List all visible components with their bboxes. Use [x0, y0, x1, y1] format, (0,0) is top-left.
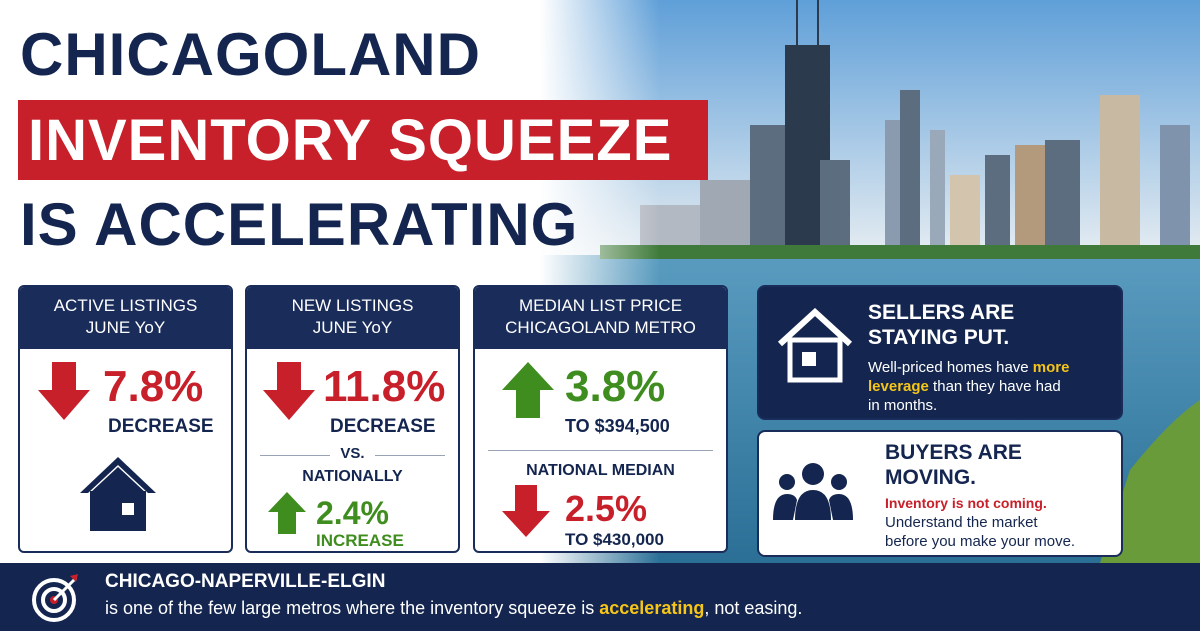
compare-label: INCREASE	[316, 531, 404, 550]
panel-text: before you make your move.	[885, 533, 1076, 550]
stat-value: 7.8%	[103, 362, 204, 411]
footer	[0, 563, 1200, 631]
panel-text: Well-priced homes have more	[868, 358, 1108, 377]
text: is one of the few large metros where the…	[105, 598, 600, 618]
title-line: INVENTORY SQUEEZE	[28, 108, 673, 173]
panel-text: Understand the market	[885, 514, 1038, 531]
down-arrow	[38, 362, 90, 420]
card-title: JUNE YoY	[85, 318, 166, 337]
panel-text: in months.	[868, 397, 938, 414]
card-header: NEW LISTINGS JUNE YoY	[247, 287, 458, 349]
compare-value: 2.4%	[316, 495, 389, 531]
footer-text: is one of the few large metros where the…	[105, 598, 802, 619]
stat-value: 11.8%	[323, 362, 446, 411]
panel-body: SELLERS ARE STAYING PUT. Well-priced hom…	[868, 300, 1108, 415]
info-panel	[757, 285, 1123, 420]
down-arrow	[263, 362, 315, 420]
house-icon	[777, 308, 853, 383]
highlight: more	[1032, 359, 1070, 376]
stat-label: DECREASE	[330, 416, 436, 437]
compare-title: NATIONAL MEDIAN	[526, 462, 675, 479]
panel-body: BUYERS ARE MOVING. Inventory is not comi…	[885, 440, 1115, 551]
card-title: MEDIAN LIST PRICE	[518, 296, 683, 315]
divider	[488, 450, 713, 451]
text: , not easing.	[704, 598, 803, 618]
up-arrow	[502, 362, 554, 418]
panel-title: STAYING PUT.	[868, 326, 1010, 349]
compare-value: 2.5%	[565, 488, 648, 529]
text: Well-priced homes have	[868, 359, 1033, 376]
title-line: IS ACCELERATING	[20, 191, 579, 258]
title-highlight	[18, 100, 708, 180]
card-title: JUNE YoY	[312, 318, 393, 337]
title-line: CHICAGOLAND	[20, 21, 481, 88]
panel-title: MOVING.	[885, 466, 977, 489]
stat-value: 3.8%	[565, 362, 666, 411]
footer-title: CHICAGO-NAPERVILLE-ELGIN	[105, 571, 386, 592]
card-title: NEW LISTINGS	[291, 296, 414, 315]
panel-text: leverage than they have had	[868, 377, 1108, 396]
panel-title: SELLERS ARE	[868, 301, 1015, 324]
card-header: ACTIVE LISTINGS JUNE YoY	[20, 287, 231, 349]
card-title: CHICAGOLAND METRO	[505, 318, 696, 337]
stat-label: TO $394,500	[565, 416, 670, 436]
text: than they have had	[928, 378, 1061, 395]
down-arrow	[502, 485, 550, 537]
vs-label: VS.	[330, 445, 375, 462]
highlight: leverage	[868, 378, 929, 395]
panel-title: BUYERS ARE	[885, 441, 1022, 464]
card-title: ACTIVE LISTINGS	[53, 296, 198, 315]
card-header: MEDIAN LIST PRICE CHICAGOLAND METRO	[475, 287, 726, 349]
people-icon	[773, 463, 853, 520]
stat-label: DECREASE	[108, 416, 214, 437]
compare-label: TO $430,000	[565, 530, 664, 549]
highlight: accelerating	[599, 598, 705, 618]
target-icon	[32, 574, 78, 622]
panel-highlight: Inventory is not coming.	[885, 495, 1047, 511]
house-icon	[80, 457, 156, 531]
up-arrow	[268, 492, 306, 534]
compare-title: NATIONALLY	[302, 468, 403, 485]
